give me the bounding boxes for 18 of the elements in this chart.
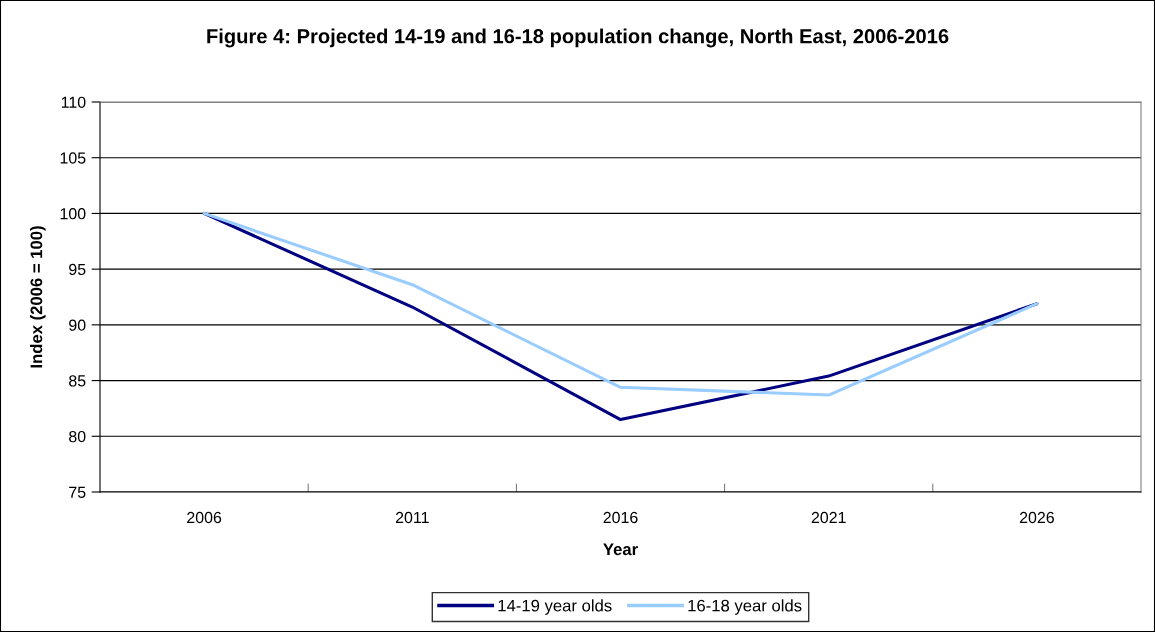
y-tick-label: 90 bbox=[69, 319, 86, 331]
y-tick-label: 100 bbox=[60, 208, 86, 220]
chart-title: Figure 4: Projected 14-19 and 16-18 population change, North East, 2006-2016 bbox=[207, 28, 949, 48]
y-tick-label: 110 bbox=[61, 96, 86, 108]
y-tick-label: 85 bbox=[69, 375, 86, 387]
x-axis-title: Year bbox=[603, 543, 638, 556]
y-tick-label: 75 bbox=[69, 486, 86, 498]
x-tick-label: 2006 bbox=[187, 511, 222, 524]
y-tick-label: 105 bbox=[60, 152, 86, 164]
x-tick-label: 2016 bbox=[603, 511, 638, 524]
legend-label: 14-19 year olds bbox=[498, 599, 612, 615]
x-tick-label: 2021 bbox=[811, 511, 846, 524]
x-tick-label: 2026 bbox=[1019, 511, 1054, 524]
y-tick-label: 95 bbox=[69, 263, 86, 276]
y-axis-title: Index (2006 = 100) bbox=[30, 226, 46, 368]
y-tick-label: 80 bbox=[69, 430, 86, 443]
x-tick-label: 2011 bbox=[395, 511, 429, 524]
legend-label: 16-18 year olds bbox=[688, 599, 802, 615]
